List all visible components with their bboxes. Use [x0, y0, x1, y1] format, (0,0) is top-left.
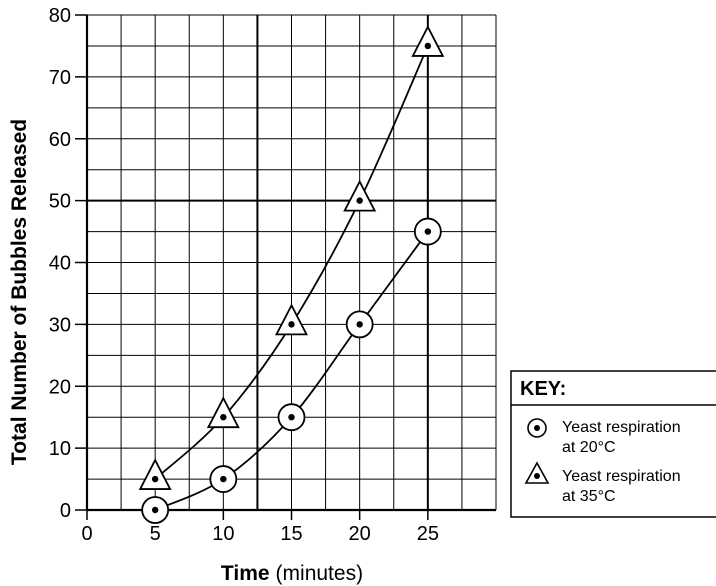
marker-dot — [424, 228, 432, 235]
triangle-marker — [206, 396, 240, 429]
data-point-triangle — [138, 458, 172, 490]
grid — [85, 14, 497, 512]
marker-dot — [151, 475, 159, 483]
data-point-triangle — [343, 179, 377, 212]
triangle-marker — [343, 179, 377, 212]
y-tick-label: 40 — [49, 253, 71, 275]
series — [138, 24, 445, 524]
y-tick-label: 0 — [60, 500, 71, 522]
legend-title: KEY: — [520, 378, 566, 400]
legend-box — [510, 370, 716, 518]
legend-entry-1-line1: Yeast respiration — [562, 419, 681, 436]
y-tick-label: 20 — [49, 376, 71, 398]
y-tick-label: 70 — [49, 67, 71, 89]
marker-dot — [220, 413, 227, 421]
data-point-circle — [209, 465, 238, 493]
x-axis-title: Time (minutes) — [221, 562, 363, 585]
legend-marker-triangle-icon — [524, 461, 550, 484]
data-point-circle — [345, 310, 374, 339]
y-axis-title: Total Number of Bubbles Released — [8, 119, 31, 465]
data-point-triangle — [275, 303, 308, 336]
data-point-circle — [277, 403, 306, 432]
data-point-circle — [413, 217, 442, 246]
data-point-circle — [141, 496, 170, 524]
y-tick-label: 10 — [49, 438, 71, 460]
marker-dot — [424, 42, 432, 50]
legend: KEY: Yeast respiration at 20°C Yeast res… — [510, 370, 716, 518]
x-tick-label: 10 — [212, 523, 234, 545]
legend-entry-1-line2: at 20°C — [562, 439, 616, 456]
legend-entry-2-line2: at 35°C — [562, 488, 616, 505]
data-point-triangle — [206, 396, 240, 429]
x-tick-label: 25 — [417, 523, 439, 545]
marker-dot — [356, 321, 363, 328]
data-point-triangle — [411, 24, 445, 57]
tick-labels: 0 10 20 30 40 50 60 70 80 0 5 10 15 20 25 — [49, 5, 439, 545]
y-tick-label: 60 — [49, 129, 71, 151]
y-tick-label: 50 — [49, 191, 71, 213]
series-2-line — [154, 45, 429, 480]
marker-dot — [220, 475, 227, 483]
marker-dot — [288, 413, 295, 421]
x-tick-label: 15 — [280, 523, 302, 545]
triangle-marker — [411, 24, 445, 57]
legend-entry-2-line1: Yeast respiration — [562, 468, 681, 485]
triangle-marker — [275, 303, 308, 336]
marker-dot — [151, 506, 159, 514]
y-tick-label: 30 — [49, 314, 71, 336]
x-tick-label: 0 — [81, 523, 92, 545]
legend-marker-circle-icon — [527, 418, 547, 438]
marker-dot — [356, 197, 363, 204]
marker-dot — [288, 321, 295, 328]
x-axis-title-main: Time — [221, 562, 270, 585]
x-tick-label: 5 — [150, 523, 161, 545]
x-tick-label: 20 — [349, 523, 371, 545]
triangle-marker — [138, 458, 172, 490]
y-tick-label: 80 — [49, 5, 71, 27]
x-axis-title-unit: (minutes) — [276, 562, 364, 585]
